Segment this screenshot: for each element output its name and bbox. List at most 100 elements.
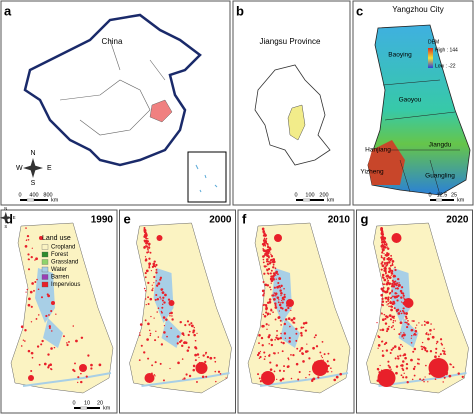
impervious: [320, 355, 323, 357]
scale-unit: km: [327, 197, 335, 203]
impervious: [404, 315, 408, 318]
impervious: [187, 333, 190, 337]
impervious: [273, 370, 276, 373]
impervious: [413, 374, 416, 377]
impervious: [404, 321, 407, 324]
impervious: [448, 374, 452, 378]
impervious: [339, 372, 343, 376]
impervious: [280, 294, 282, 297]
impervious: [280, 291, 283, 295]
impervious: [278, 303, 282, 307]
impervious: [426, 332, 428, 334]
impervious: [385, 315, 388, 318]
impervious: [279, 319, 282, 322]
impervious: [402, 360, 405, 363]
impervious: [321, 356, 324, 359]
impervious: [30, 321, 33, 323]
impervious: [159, 296, 161, 299]
impervious: [27, 258, 30, 261]
impervious: [264, 355, 266, 358]
impervious: [381, 312, 383, 315]
impervious: [424, 349, 427, 352]
impervious: [30, 369, 33, 372]
inset-frame: [187, 151, 227, 203]
impervious: [262, 313, 265, 316]
impervious: [397, 277, 400, 281]
impervious: [272, 352, 275, 354]
impervious: [85, 375, 88, 378]
inset-islands: [195, 164, 218, 193]
impervious: [38, 363, 41, 366]
impervious: [295, 339, 298, 342]
impervious: [421, 379, 423, 382]
impervious: [139, 334, 141, 337]
impervious: [413, 365, 416, 368]
impervious: [279, 378, 283, 382]
impervious: [181, 344, 184, 348]
impervious: [287, 365, 290, 368]
scale-tick: 400: [29, 192, 38, 198]
district-borders: [382, 79, 460, 196]
district-label: Jiangdu: [429, 142, 452, 149]
urban-core: [144, 373, 155, 383]
impervious: [147, 303, 150, 306]
impervious: [38, 314, 40, 316]
river: [141, 372, 230, 387]
panel-letter: b: [236, 3, 244, 18]
impervious: [272, 263, 275, 266]
impervious: [263, 232, 266, 235]
urban-core: [168, 300, 175, 306]
impervious: [433, 328, 435, 330]
impervious: [393, 328, 395, 331]
impervious: [270, 338, 273, 342]
impervious: [284, 318, 288, 321]
impervious: [35, 257, 38, 261]
impervious: [181, 332, 185, 336]
impervious: [429, 350, 433, 353]
impervious: [287, 306, 290, 310]
compass-star: [0, 211, 12, 224]
legend-label: Barren: [51, 275, 69, 281]
impervious: [377, 347, 379, 349]
impervious: [387, 364, 390, 367]
impervious: [288, 358, 290, 361]
impervious: [155, 280, 157, 282]
impervious: [392, 300, 395, 303]
impervious: [390, 271, 393, 275]
impervious: [47, 294, 51, 298]
impervious: [264, 235, 267, 237]
impervious: [164, 293, 167, 297]
dem-low: Low : -22: [435, 63, 456, 69]
water-lake: [35, 268, 63, 348]
impervious: [292, 317, 296, 320]
impervious: [263, 241, 266, 244]
impervious: [271, 260, 275, 263]
impervious: [402, 369, 405, 372]
panel-title: China: [102, 37, 123, 46]
impervious: [269, 272, 272, 275]
impervious: [144, 256, 147, 258]
impervious: [278, 277, 281, 280]
impervious: [157, 282, 161, 285]
impervious: [43, 362, 47, 366]
impervious: [148, 245, 150, 247]
panel-letter: c: [356, 3, 363, 18]
impervious: [279, 336, 282, 340]
impervious: [300, 334, 303, 337]
impervious: [219, 372, 222, 375]
impervious: [393, 295, 396, 298]
impervious: [395, 371, 398, 375]
impervious: [266, 314, 269, 316]
impervious: [262, 293, 265, 297]
impervious: [22, 339, 25, 341]
impervious: [267, 244, 269, 246]
impervious: [380, 293, 384, 297]
urban-core: [195, 362, 208, 374]
impervious: [435, 342, 438, 345]
impervious: [225, 377, 227, 379]
impervious: [389, 301, 392, 305]
impervious: [36, 345, 40, 348]
impervious: [410, 337, 413, 339]
impervious: [192, 364, 196, 368]
